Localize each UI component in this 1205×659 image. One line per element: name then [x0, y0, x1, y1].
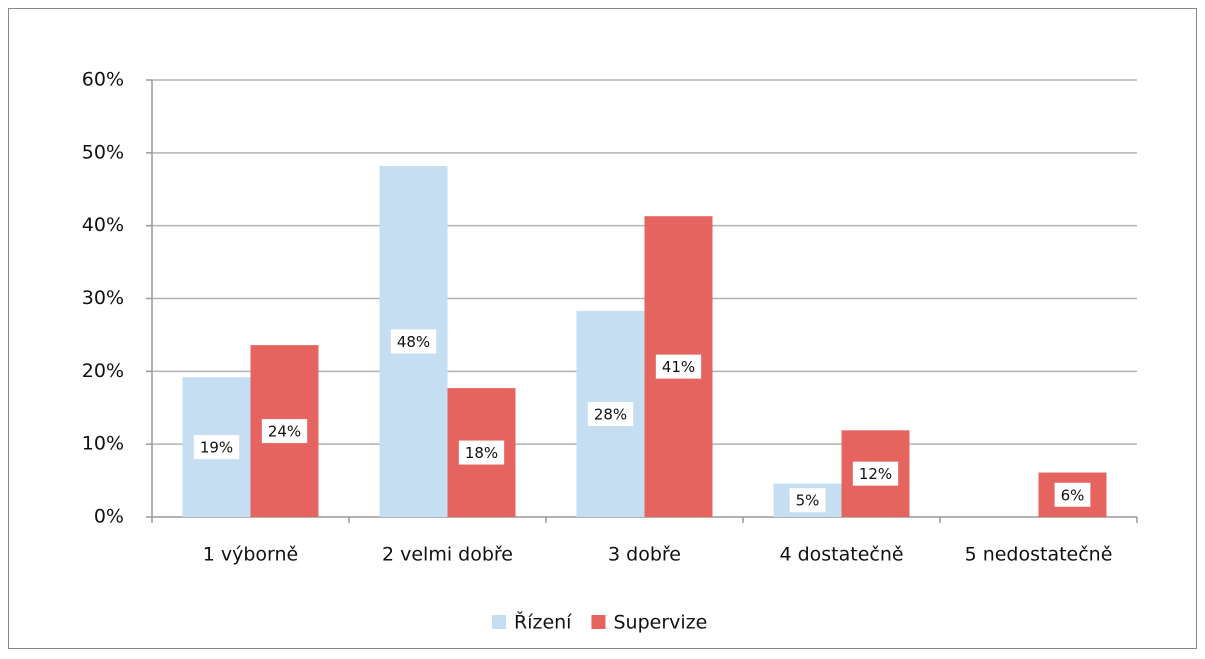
x-tick-label: 4 dostatečně	[779, 544, 903, 566]
x-tick-label: 1 výborně	[203, 544, 299, 566]
data-label: 19%	[200, 439, 233, 457]
data-label: 41%	[662, 358, 695, 376]
data-label-box	[789, 488, 826, 513]
data-label-box	[458, 440, 505, 465]
data-label: 6%	[1061, 486, 1085, 504]
data-label: 18%	[465, 444, 498, 462]
x-tick-label: 3 dobře	[608, 544, 681, 566]
y-tick-label: 10%	[82, 433, 124, 455]
legend-swatch	[591, 615, 606, 629]
legend-label: Řízení	[514, 611, 572, 634]
data-label: 24%	[268, 423, 301, 441]
data-label: 28%	[594, 405, 627, 423]
data-label: 5%	[796, 492, 820, 510]
y-tick-label: 30%	[82, 287, 124, 309]
data-label-box	[261, 419, 308, 444]
legend-label: Supervize	[613, 612, 707, 634]
y-tick-label: 40%	[82, 214, 124, 236]
data-label-box	[852, 461, 899, 486]
data-label-box	[655, 354, 702, 379]
y-tick-label: 20%	[82, 360, 124, 382]
data-label-box	[587, 401, 634, 426]
data-label: 48%	[397, 333, 430, 351]
legend-swatch	[492, 615, 506, 629]
data-label-box	[193, 435, 240, 460]
data-label: 12%	[859, 465, 892, 483]
data-label-box	[390, 329, 437, 354]
y-tick-label: 0%	[94, 506, 124, 528]
x-tick-label: 5 nedostatečně	[965, 544, 1113, 566]
data-label-box	[1054, 482, 1091, 507]
y-tick-label: 50%	[82, 141, 124, 163]
x-tick-label: 2 velmi dobře	[382, 544, 513, 566]
y-tick-label: 60%	[82, 69, 124, 91]
